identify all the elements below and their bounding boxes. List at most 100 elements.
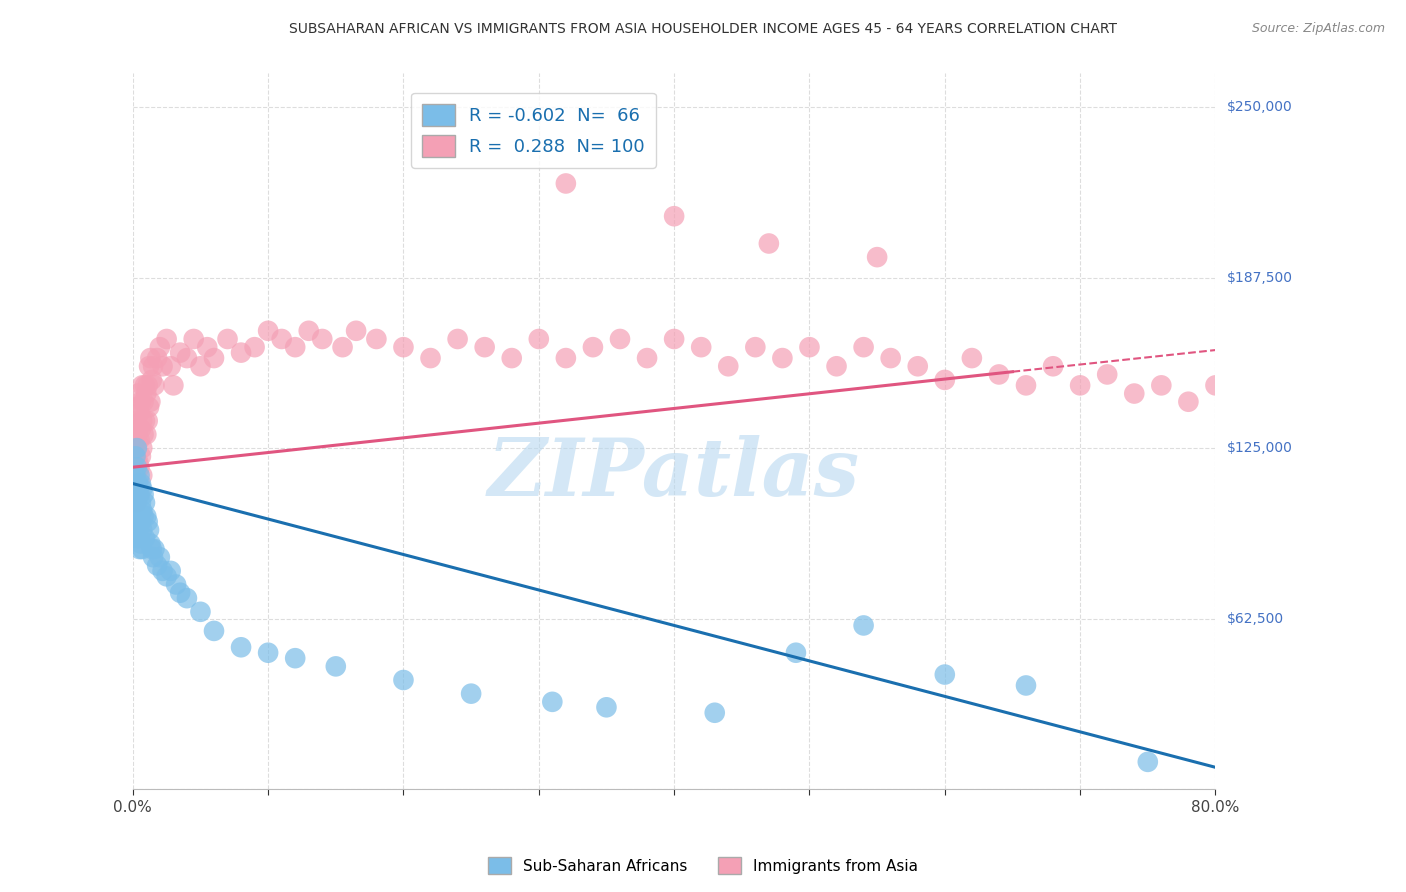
Point [1312,394,1334,409]
Point [135,509,157,524]
Point [135,386,157,401]
Point [662,209,685,223]
Point [934,667,956,681]
Point [190,605,212,619]
Point [125,496,148,510]
Point [636,351,658,365]
Point [852,618,875,632]
Point [124,468,146,483]
Point [229,345,252,359]
Point [132,487,155,501]
Point [284,651,307,665]
Point [135,427,157,442]
Point [554,177,576,191]
Point [595,700,617,714]
Point [1232,400,1254,414]
Point [131,482,153,496]
Point [131,468,153,483]
Point [125,482,148,496]
Point [131,523,153,537]
Point [879,351,901,365]
Point [149,340,172,354]
Text: $62,500: $62,500 [1226,612,1284,625]
Point [527,332,550,346]
Point [703,706,725,720]
Point [125,460,148,475]
Point [257,646,280,660]
Point [257,324,280,338]
Point [690,340,713,354]
Point [122,487,145,501]
Point [128,487,150,501]
Point [243,340,266,354]
Point [758,236,780,251]
Point [122,441,145,455]
Point [128,433,150,447]
Point [127,509,149,524]
Point [146,558,169,573]
Point [139,536,162,550]
Point [124,504,146,518]
Point [131,504,153,518]
Point [1095,368,1118,382]
Point [183,332,205,346]
Point [1069,378,1091,392]
Point [554,351,576,365]
Point [169,345,191,359]
Point [159,564,181,578]
Point [366,332,388,346]
Point [127,386,149,401]
Point [176,351,198,365]
Point [1015,678,1038,692]
Point [460,687,482,701]
Point [143,542,166,557]
Point [501,351,523,365]
Point [127,422,149,436]
Point [139,351,162,365]
Point [134,414,156,428]
Point [1015,378,1038,392]
Point [131,542,153,557]
Point [127,476,149,491]
Point [152,359,174,374]
Point [1285,406,1308,420]
Point [1204,378,1226,392]
Legend: Sub-Saharan Africans, Immigrants from Asia: Sub-Saharan Africans, Immigrants from As… [482,851,924,880]
Point [325,659,347,673]
Point [124,523,146,537]
Point [122,482,145,496]
Point [127,455,149,469]
Point [852,340,875,354]
Text: Source: ZipAtlas.com: Source: ZipAtlas.com [1251,22,1385,36]
Legend: R = -0.602  N=  66, R =  0.288  N= 100: R = -0.602 N= 66, R = 0.288 N= 100 [412,93,655,168]
Point [143,378,166,392]
Point [142,550,165,565]
Point [392,340,415,354]
Point [136,515,159,529]
Point [156,569,179,583]
Point [149,550,172,565]
Point [799,340,821,354]
Point [138,400,160,414]
Text: $125,000: $125,000 [1226,442,1292,455]
Point [332,340,354,354]
Point [162,378,184,392]
Point [609,332,631,346]
Point [136,414,159,428]
Point [446,332,468,346]
Point [202,624,225,638]
Point [270,332,292,346]
Point [122,509,145,524]
Point [122,496,145,510]
Point [124,487,146,501]
Point [131,414,153,428]
Text: $187,500: $187,500 [1226,270,1292,285]
Point [124,427,146,442]
Point [987,368,1010,382]
Point [125,400,148,414]
Point [125,441,148,455]
Point [129,476,152,491]
Point [129,450,152,464]
Point [132,427,155,442]
Point [129,496,152,510]
